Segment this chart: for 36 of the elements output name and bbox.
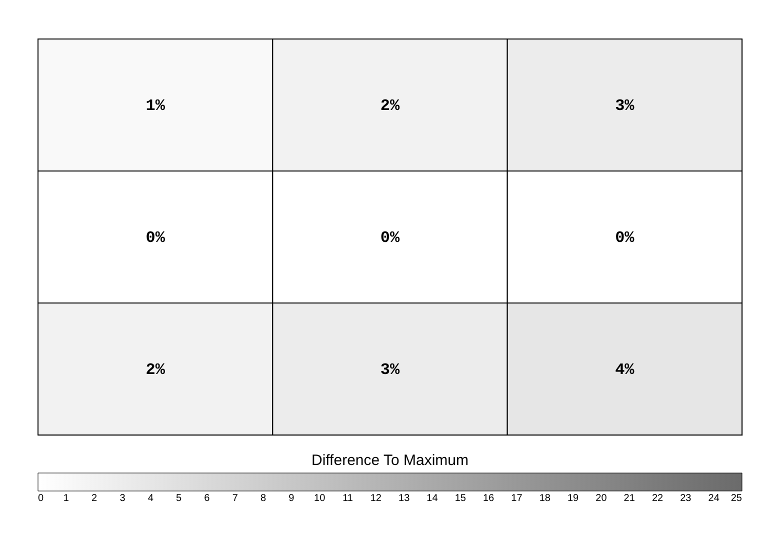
color-bar-label: 6 (204, 493, 210, 504)
color-bar-label: 24 (708, 493, 720, 504)
data-label: 1% (146, 97, 166, 115)
data-label: 4% (615, 361, 635, 379)
color-bar-label: 1 (63, 493, 70, 504)
color-bar-label: 17 (511, 493, 523, 504)
color-bar-label: 19 (567, 493, 580, 504)
color-bar-title: Difference To Maximum (311, 452, 469, 469)
color-bar-label: 11 (342, 493, 354, 504)
color-bar-label: 20 (596, 493, 608, 504)
color-bar-label: 12 (370, 493, 382, 504)
color-bar-label: 18 (539, 493, 551, 504)
color-bar-label: 22 (652, 493, 664, 504)
color-bar-label: 16 (482, 493, 495, 504)
color-bar-label: 9 (288, 493, 295, 504)
data-label: 0% (615, 229, 635, 247)
color-bar-label: 10 (314, 493, 326, 504)
color-bar-label: 4 (148, 493, 154, 504)
color-bar-label: 23 (680, 493, 692, 504)
color-bar-label: 14 (426, 493, 438, 504)
color-bar-label: 13 (398, 493, 410, 504)
color-bar-label: 5 (176, 493, 182, 504)
color-bar-label: 21 (624, 493, 636, 504)
color-bar-label: 3 (120, 493, 126, 504)
data-label: 0% (146, 229, 166, 247)
data-label: 0% (380, 229, 400, 247)
color-bar-label: 8 (260, 493, 266, 504)
color-bar-label: 0 (38, 493, 44, 504)
data-label: 2% (146, 361, 166, 379)
color-bar-label: 25 (730, 493, 742, 504)
color-bar-label: 7 (232, 493, 238, 504)
color-bar-label: 15 (454, 493, 466, 504)
color-bar-label: 2 (92, 493, 98, 504)
data-label: 3% (380, 361, 400, 379)
data-label: 3% (615, 97, 635, 115)
data-label: 2% (380, 97, 400, 115)
